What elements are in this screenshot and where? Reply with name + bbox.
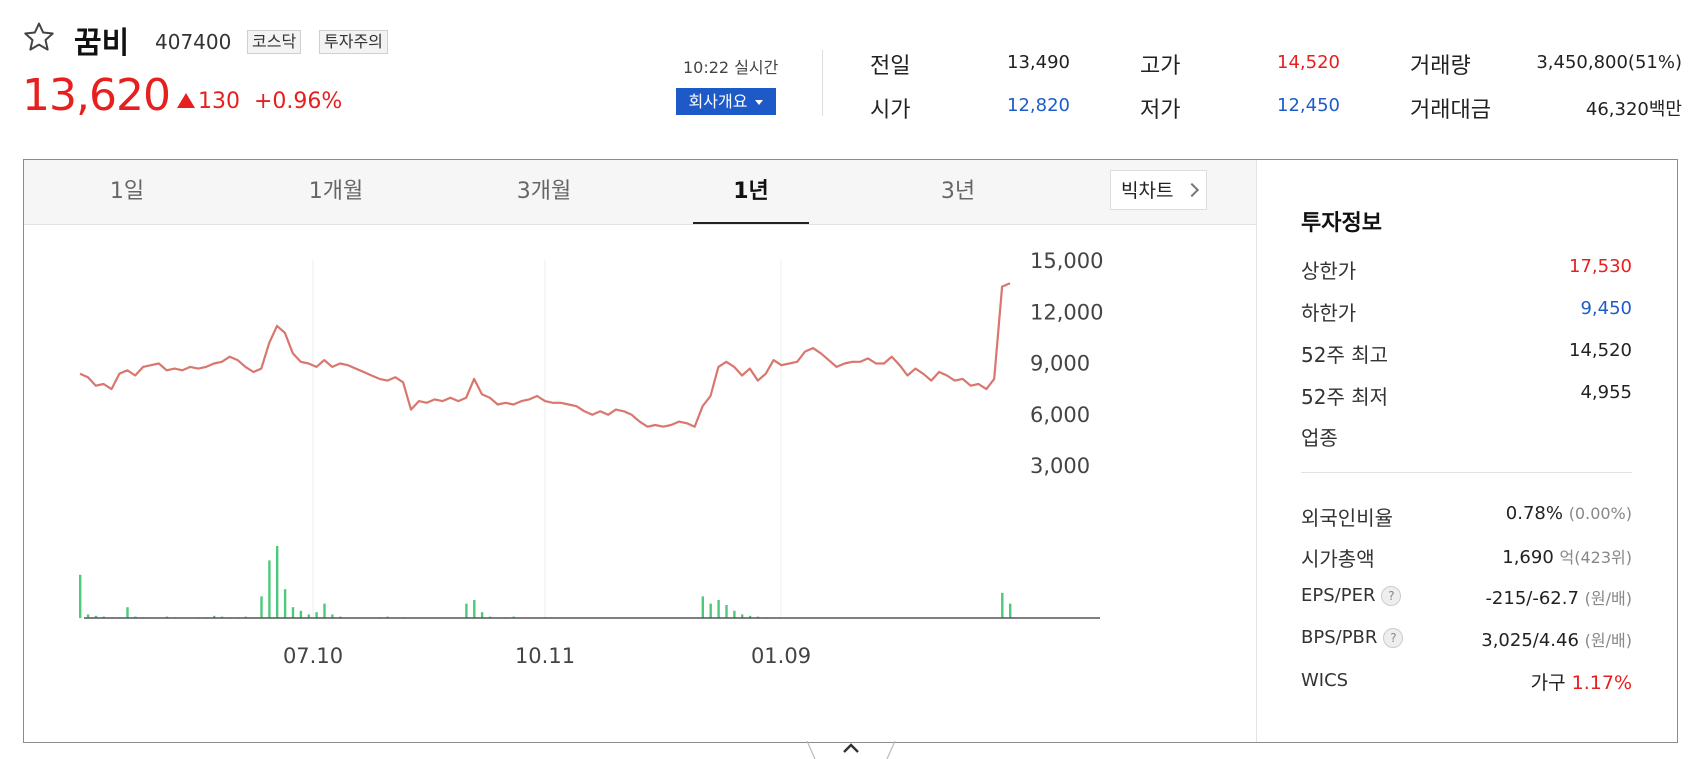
tab-1year[interactable]: 1년: [733, 179, 769, 204]
tab-1month[interactable]: 1개월: [308, 179, 364, 204]
volume-bar: [276, 546, 279, 618]
low-52w-value: 4,955: [1580, 382, 1632, 403]
big-chart-button[interactable]: 빅차트: [1110, 170, 1207, 210]
lower-limit-value: 9,450: [1580, 298, 1632, 319]
stock-name: 꿈비: [74, 26, 130, 61]
volume-bar: [717, 600, 720, 618]
x-tick-label: 01.09: [751, 644, 811, 668]
low-label: 저가: [1140, 98, 1181, 123]
volume-bar: [283, 589, 287, 618]
volume-bar: [86, 614, 90, 618]
stock-code: 407400: [155, 30, 232, 54]
bps-pbr-label: BPS/PBR?: [1301, 627, 1404, 648]
volume-value: 3,450,800(51%): [1536, 52, 1682, 73]
x-tick-label: 10.11: [515, 644, 575, 668]
help-icon[interactable]: ?: [1383, 628, 1404, 648]
market-cap-value: 1,690 억(423위): [1502, 547, 1632, 568]
volume-bar: [299, 610, 303, 618]
current-price: 13,620: [22, 70, 171, 121]
volume-bar: [748, 615, 752, 618]
collapse-toggle[interactable]: [805, 741, 897, 759]
volume-bar: [465, 603, 468, 618]
volume-bar: [733, 610, 736, 618]
volume-bar: [291, 607, 295, 618]
volume-bar: [1009, 603, 1012, 618]
volume-bar: [709, 603, 712, 618]
volume-bar: [307, 614, 310, 618]
volume-bar: [315, 612, 318, 618]
divider: [822, 50, 823, 116]
low-value: 12,450: [1277, 95, 1340, 116]
prev-close-value: 13,490: [1007, 52, 1070, 73]
upper-limit-label: 상한가: [1301, 259, 1357, 283]
favorite-star-icon[interactable]: [22, 20, 56, 54]
wics-value[interactable]: 가구 1.17%: [1530, 672, 1632, 694]
market-badge: 코스닥: [247, 30, 302, 54]
volume-bar: [1001, 592, 1004, 618]
volume-bar: [79, 574, 82, 618]
volume-bar: [725, 605, 728, 618]
up-triangle-icon: [177, 93, 195, 108]
prev-close-label: 전일: [870, 54, 911, 79]
volume-bar: [126, 607, 129, 618]
price-line: [79, 282, 1011, 428]
open-label: 시가: [870, 98, 911, 123]
divider: [1301, 472, 1632, 473]
volume-bar: [213, 615, 216, 618]
y-tick-label: 15,000: [1030, 249, 1103, 273]
active-tab-underline: [693, 222, 809, 224]
help-icon[interactable]: ?: [1381, 586, 1402, 606]
change-amount: 130: [198, 89, 240, 114]
high-value: 14,520: [1277, 52, 1340, 73]
high-label: 고가: [1140, 54, 1181, 79]
company-overview-button[interactable]: 회사개요: [676, 88, 776, 115]
tab-1day[interactable]: 1일: [109, 179, 145, 204]
y-tick-label: 9,000: [1030, 352, 1090, 376]
price-chart: 15,000 12,000 9,000 6,000 3,000 07.10 10.11 01…: [79, 249, 1103, 668]
warning-badge: 투자주의: [319, 30, 388, 54]
lower-limit-label: 하한가: [1301, 301, 1357, 325]
sector-label: 업종: [1301, 426, 1338, 450]
volume-bar: [480, 612, 484, 618]
bps-pbr-value: 3,025/4.46 (원/배): [1481, 630, 1632, 651]
realtime-label: 10:22 실시간: [683, 58, 779, 77]
volume-bar: [473, 600, 476, 618]
high-52w-label: 52주 최고: [1301, 343, 1389, 367]
tab-3year[interactable]: 3년: [940, 179, 976, 204]
chart-panel: [23, 159, 1678, 743]
y-tick-label: 3,000: [1030, 454, 1090, 478]
foreign-ratio-label: 외국인비율: [1301, 506, 1393, 530]
investment-info-title: 투자정보: [1301, 211, 1382, 236]
chevron-up-icon: [843, 743, 859, 753]
volume-bar: [701, 596, 704, 618]
volume-bar: [94, 615, 98, 618]
high-52w-value: 14,520: [1569, 340, 1632, 361]
open-value: 12,820: [1007, 95, 1070, 116]
y-tick-label: 6,000: [1030, 403, 1090, 427]
y-tick-label: 12,000: [1030, 300, 1103, 324]
volume-bar: [268, 560, 271, 618]
volume-bar: [260, 596, 263, 618]
x-tick-label: 07.10: [283, 644, 343, 668]
low-52w-label: 52주 최저: [1301, 385, 1389, 409]
panel-divider: [1256, 160, 1257, 742]
eps-per-value: -215/-62.7 (원/배): [1485, 588, 1632, 609]
period-tabs: [24, 160, 1256, 225]
chevron-right-icon: [1184, 182, 1200, 198]
eps-per-label: EPS/PER?: [1301, 585, 1402, 606]
volume-bar: [741, 614, 744, 618]
trade-value-label: 거래대금: [1410, 98, 1491, 123]
tab-3month[interactable]: 3개월: [516, 179, 572, 204]
upper-limit-value: 17,530: [1569, 256, 1632, 277]
market-cap-label: 시가총액: [1301, 547, 1375, 571]
trade-value-value: 46,320백만: [1585, 99, 1682, 120]
change-percent: +0.96%: [254, 89, 343, 114]
volume-label: 거래량: [1410, 54, 1471, 79]
volume-bar: [331, 614, 334, 618]
wics-label: WICS: [1301, 670, 1349, 691]
volume-bar: [323, 603, 326, 618]
caret-down-icon: [755, 100, 764, 105]
foreign-ratio-value: 0.78% (0.00%): [1505, 503, 1632, 524]
